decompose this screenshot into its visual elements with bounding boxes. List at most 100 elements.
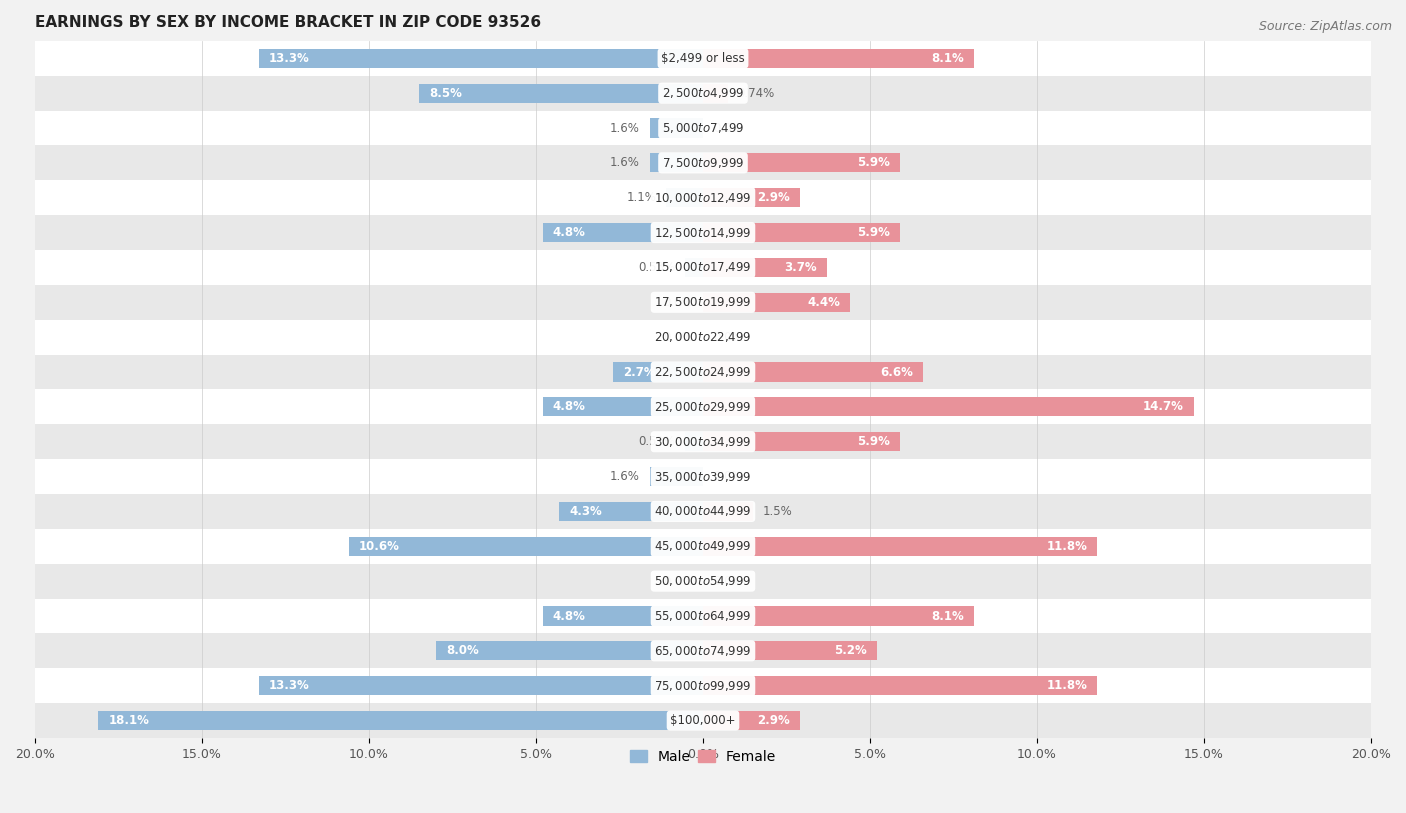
Text: 5.9%: 5.9% <box>858 226 890 239</box>
Text: $45,000 to $49,999: $45,000 to $49,999 <box>654 539 752 554</box>
Bar <box>703 154 900 172</box>
Text: $2,499 or less: $2,499 or less <box>661 52 745 65</box>
Text: 1.6%: 1.6% <box>610 156 640 169</box>
Text: $15,000 to $17,499: $15,000 to $17,499 <box>654 260 752 275</box>
Bar <box>35 703 1371 738</box>
Bar <box>650 119 703 137</box>
Text: 4.8%: 4.8% <box>553 226 585 239</box>
Bar <box>35 668 1371 703</box>
Text: 3.7%: 3.7% <box>785 261 817 274</box>
Bar <box>35 180 1371 215</box>
Bar <box>259 676 703 695</box>
Bar <box>703 188 800 207</box>
Bar <box>35 76 1371 111</box>
Bar <box>35 598 1371 633</box>
Text: $65,000 to $74,999: $65,000 to $74,999 <box>654 644 752 658</box>
Bar <box>650 467 703 486</box>
Text: $25,000 to $29,999: $25,000 to $29,999 <box>654 400 752 414</box>
Bar <box>703 49 973 68</box>
Text: 5.2%: 5.2% <box>834 645 866 658</box>
Bar <box>703 606 973 625</box>
Text: 13.3%: 13.3% <box>269 52 309 65</box>
Text: $22,500 to $24,999: $22,500 to $24,999 <box>654 365 752 379</box>
Text: 4.8%: 4.8% <box>553 610 585 623</box>
Text: 5.9%: 5.9% <box>858 435 890 448</box>
Bar <box>35 424 1371 459</box>
Text: $35,000 to $39,999: $35,000 to $39,999 <box>654 470 752 484</box>
Bar <box>685 433 703 451</box>
Text: 8.1%: 8.1% <box>931 52 963 65</box>
Bar <box>703 433 900 451</box>
Bar <box>98 711 703 730</box>
Bar <box>35 529 1371 563</box>
Text: $30,000 to $34,999: $30,000 to $34,999 <box>654 435 752 449</box>
Text: 8.5%: 8.5% <box>429 87 463 100</box>
Bar <box>35 250 1371 285</box>
Text: 0.74%: 0.74% <box>738 87 775 100</box>
Text: 2.9%: 2.9% <box>756 714 790 727</box>
Text: 14.7%: 14.7% <box>1143 400 1184 413</box>
Bar <box>703 502 754 521</box>
Bar <box>703 398 1194 416</box>
Bar <box>703 641 877 660</box>
Text: 4.4%: 4.4% <box>807 296 839 309</box>
Text: EARNINGS BY SEX BY INCOME BRACKET IN ZIP CODE 93526: EARNINGS BY SEX BY INCOME BRACKET IN ZIP… <box>35 15 541 30</box>
Text: 5.9%: 5.9% <box>858 156 890 169</box>
Bar <box>35 389 1371 424</box>
Bar <box>685 258 703 277</box>
Bar <box>543 606 703 625</box>
Bar <box>703 293 851 312</box>
Text: $55,000 to $64,999: $55,000 to $64,999 <box>654 609 752 623</box>
Text: 8.0%: 8.0% <box>446 645 478 658</box>
Text: Source: ZipAtlas.com: Source: ZipAtlas.com <box>1258 20 1392 33</box>
Bar <box>35 633 1371 668</box>
Text: $12,500 to $14,999: $12,500 to $14,999 <box>654 225 752 240</box>
Bar <box>703 676 1097 695</box>
Legend: Male, Female: Male, Female <box>624 744 782 769</box>
Text: 0.0%: 0.0% <box>664 296 693 309</box>
Bar <box>666 188 703 207</box>
Text: 0.0%: 0.0% <box>713 331 742 344</box>
Bar <box>35 41 1371 76</box>
Text: 1.5%: 1.5% <box>763 505 793 518</box>
Text: $2,500 to $4,999: $2,500 to $4,999 <box>662 86 744 100</box>
Text: 13.3%: 13.3% <box>269 679 309 692</box>
Text: $50,000 to $54,999: $50,000 to $54,999 <box>654 574 752 588</box>
Text: 2.7%: 2.7% <box>623 366 655 379</box>
Text: $100,000+: $100,000+ <box>671 714 735 727</box>
Bar <box>560 502 703 521</box>
Text: 0.0%: 0.0% <box>713 121 742 134</box>
Text: $10,000 to $12,499: $10,000 to $12,499 <box>654 191 752 205</box>
Bar <box>650 154 703 172</box>
Text: $7,500 to $9,999: $7,500 to $9,999 <box>662 156 744 170</box>
Text: 1.6%: 1.6% <box>610 470 640 483</box>
Text: 0.0%: 0.0% <box>664 575 693 588</box>
Text: 0.0%: 0.0% <box>664 331 693 344</box>
Bar <box>419 84 703 102</box>
Text: 18.1%: 18.1% <box>108 714 149 727</box>
Text: 1.1%: 1.1% <box>626 191 657 204</box>
Text: 6.6%: 6.6% <box>880 366 914 379</box>
Bar <box>703 258 827 277</box>
Text: 4.8%: 4.8% <box>553 400 585 413</box>
Text: 11.8%: 11.8% <box>1046 679 1087 692</box>
Bar <box>349 537 703 556</box>
Text: $5,000 to $7,499: $5,000 to $7,499 <box>662 121 744 135</box>
Bar <box>703 537 1097 556</box>
Text: 4.3%: 4.3% <box>569 505 602 518</box>
Text: $17,500 to $19,999: $17,500 to $19,999 <box>654 295 752 309</box>
Bar <box>543 223 703 242</box>
Bar <box>436 641 703 660</box>
Text: 0.53%: 0.53% <box>638 261 675 274</box>
Bar <box>703 223 900 242</box>
Text: 8.1%: 8.1% <box>931 610 963 623</box>
Text: $40,000 to $44,999: $40,000 to $44,999 <box>654 504 752 519</box>
Bar <box>35 354 1371 389</box>
Bar <box>703 84 728 102</box>
Bar <box>35 146 1371 180</box>
Text: $20,000 to $22,499: $20,000 to $22,499 <box>654 330 752 344</box>
Text: 0.0%: 0.0% <box>713 470 742 483</box>
Bar <box>35 215 1371 250</box>
Bar <box>35 285 1371 320</box>
Bar <box>35 320 1371 354</box>
